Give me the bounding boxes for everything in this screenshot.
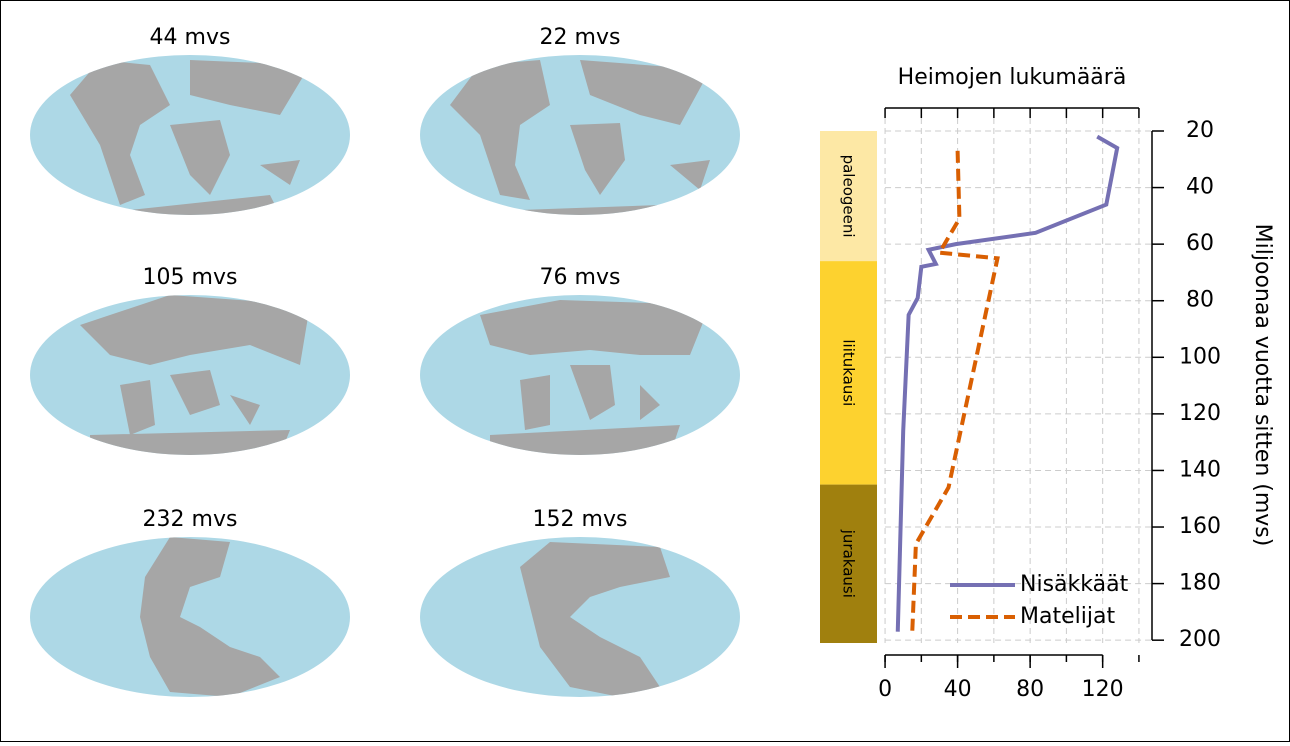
y-tick-label: 100 bbox=[1179, 344, 1221, 369]
y-tick-label: 140 bbox=[1179, 457, 1221, 482]
y-tick-label: 60 bbox=[1186, 231, 1214, 256]
land bbox=[70, 60, 310, 215]
map bbox=[420, 295, 740, 455]
period-label: liitukausi bbox=[840, 339, 858, 406]
y-tick-label: 120 bbox=[1179, 401, 1221, 426]
map-title: 76 mvs bbox=[540, 265, 621, 290]
period-band bbox=[820, 261, 877, 485]
map bbox=[420, 537, 740, 697]
map-title: 232 mvs bbox=[143, 507, 238, 532]
map bbox=[30, 295, 350, 455]
legend-label: Matelijat bbox=[1020, 604, 1115, 629]
x-tick-label: 0 bbox=[878, 677, 892, 702]
map-title: 22 mvs bbox=[540, 25, 621, 50]
land bbox=[520, 542, 670, 697]
period-band bbox=[820, 484, 877, 643]
chart-title: Heimojen lukumäärä bbox=[898, 65, 1127, 90]
series-line bbox=[910, 150, 1000, 632]
x-tick-label: 40 bbox=[944, 677, 972, 702]
land bbox=[80, 295, 310, 455]
land bbox=[480, 300, 710, 455]
map bbox=[30, 55, 350, 215]
y-tick-label: 200 bbox=[1179, 627, 1221, 652]
y-tick-label: 180 bbox=[1179, 571, 1221, 596]
map-title: 105 mvs bbox=[143, 265, 238, 290]
land bbox=[450, 60, 710, 215]
y-tick-label: 160 bbox=[1179, 514, 1221, 539]
ocean bbox=[30, 537, 350, 697]
legend-label: Nisäkkäät bbox=[1020, 572, 1129, 597]
x-tick-label: 80 bbox=[1016, 677, 1044, 702]
map-title: 152 mvs bbox=[533, 507, 628, 532]
period-label: jurakausi bbox=[840, 529, 858, 598]
y-axis-label: Miljoonaa vuotta sitten (mvs) bbox=[1250, 224, 1275, 547]
map-title: 44 mvs bbox=[150, 25, 231, 50]
series-line bbox=[895, 134, 1120, 632]
y-tick-label: 80 bbox=[1186, 288, 1214, 313]
y-tick-label: 20 bbox=[1186, 118, 1214, 143]
y-tick-label: 40 bbox=[1186, 175, 1214, 200]
period-label: paleogeeni bbox=[840, 155, 858, 238]
period-band bbox=[820, 131, 877, 262]
map bbox=[420, 55, 740, 215]
map bbox=[30, 537, 350, 697]
land bbox=[140, 537, 280, 697]
x-tick-label: 120 bbox=[1082, 677, 1124, 702]
